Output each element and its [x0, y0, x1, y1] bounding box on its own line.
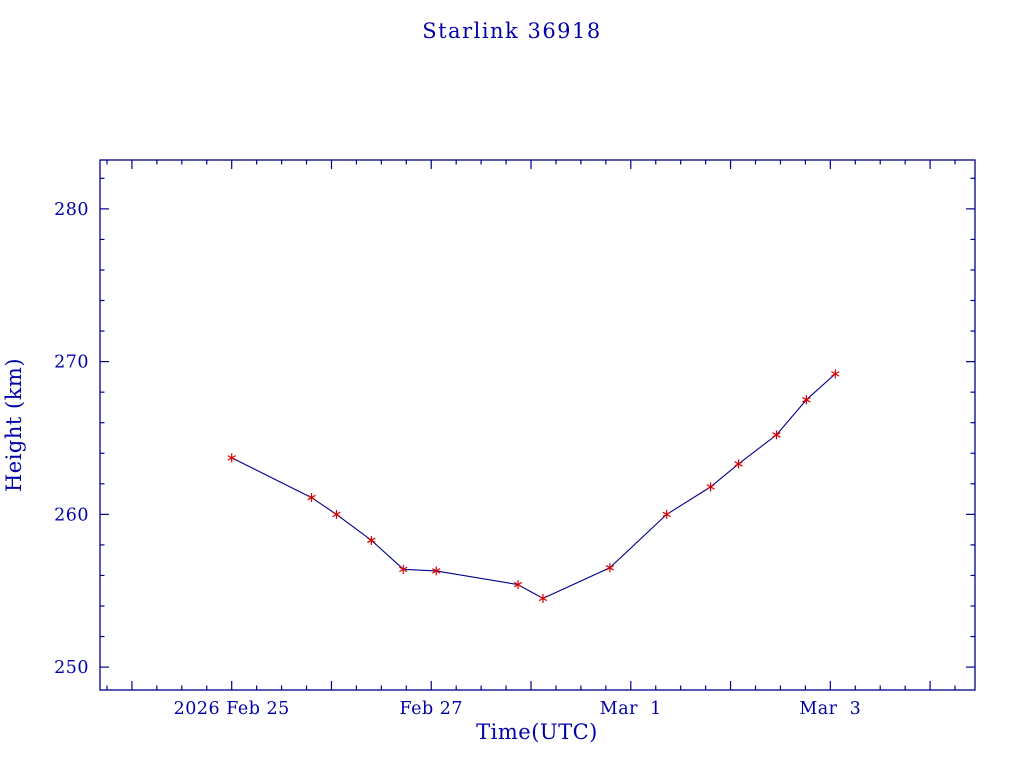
data-point-marker	[772, 430, 781, 440]
x-axis-label: Time(UTC)	[476, 720, 598, 744]
y-tick-label: 280	[54, 200, 89, 220]
y-tick-label: 270	[54, 353, 89, 373]
data-point-marker	[802, 395, 811, 405]
data-point-marker	[227, 453, 236, 463]
data-point-marker	[367, 535, 376, 545]
y-tick-label: 250	[54, 658, 89, 678]
data-point-marker	[605, 563, 615, 573]
x-tick-label: 2026 Feb 25	[174, 699, 290, 719]
data-point-marker	[706, 482, 715, 492]
data-point-marker	[432, 566, 441, 576]
x-tick-label: Feb 27	[399, 699, 463, 719]
data-point-marker	[662, 509, 671, 519]
data-point-marker	[513, 580, 523, 590]
height-data-line	[231, 373, 836, 600]
plot-area: 250 260 270 280 2026 Feb 25 Feb 27 Mar 1 Mar 3	[54, 159, 976, 719]
data-point-marker	[332, 509, 341, 519]
plot-frame	[99, 159, 976, 691]
data-point-marker	[399, 564, 408, 574]
x-tick-label: Mar 1	[600, 699, 662, 719]
data-point-marker	[538, 593, 548, 603]
data-point-marker	[831, 369, 840, 379]
data-point-marker	[734, 459, 743, 469]
y-axis-label: Height (km)	[2, 358, 26, 492]
chart-title: Starlink 36918	[422, 19, 602, 43]
y-tick-label: 260	[54, 505, 89, 525]
x-tick-label: Mar 3	[799, 699, 861, 719]
data-point-marker	[307, 493, 316, 503]
